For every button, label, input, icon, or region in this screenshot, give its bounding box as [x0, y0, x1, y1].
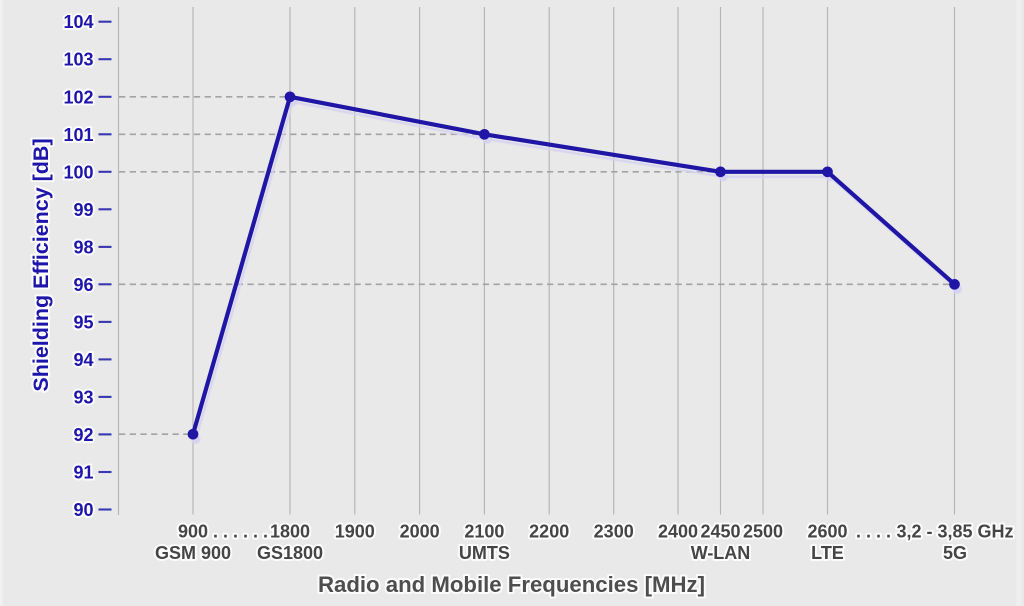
- svg-text:103: 103: [63, 50, 93, 70]
- svg-text:3,2 - 3,85 GHz: 3,2 - 3,85 GHz: [896, 522, 1013, 542]
- svg-text:1900: 1900: [335, 522, 375, 542]
- svg-text:2450: 2450: [700, 522, 740, 542]
- svg-text:96: 96: [73, 275, 93, 295]
- svg-text:5G: 5G: [943, 543, 967, 563]
- svg-text:1800: 1800: [270, 522, 310, 542]
- svg-text:102: 102: [63, 87, 93, 107]
- svg-text:2200: 2200: [529, 522, 569, 542]
- svg-text:90: 90: [73, 500, 93, 520]
- svg-text:2300: 2300: [594, 522, 634, 542]
- svg-text:104: 104: [63, 12, 93, 32]
- svg-text:GS1800: GS1800: [257, 543, 323, 563]
- svg-text:2000: 2000: [400, 522, 440, 542]
- svg-text:95: 95: [73, 312, 93, 332]
- svg-text:900: 900: [178, 522, 208, 542]
- svg-text:100: 100: [63, 162, 93, 182]
- svg-text:. . . . . .: . . . . . .: [213, 522, 268, 542]
- svg-text:99: 99: [73, 200, 93, 220]
- svg-text:GSM 900: GSM 900: [155, 543, 231, 563]
- svg-text:91: 91: [73, 463, 93, 483]
- svg-text:92: 92: [73, 425, 93, 445]
- svg-text:93: 93: [73, 387, 93, 407]
- svg-text:Radio and Mobile Frequencies [: Radio and Mobile Frequencies [MHz]: [318, 572, 705, 597]
- svg-text:2600: 2600: [807, 522, 847, 542]
- svg-text:94: 94: [73, 350, 93, 370]
- svg-text:. . . .: . . . .: [856, 522, 891, 542]
- svg-text:2400: 2400: [658, 522, 698, 542]
- svg-text:UMTS: UMTS: [459, 543, 510, 563]
- svg-text:98: 98: [73, 237, 93, 257]
- svg-text:2500: 2500: [743, 522, 783, 542]
- svg-text:W-LAN: W-LAN: [691, 543, 751, 563]
- svg-text:Shielding Efficiency [dB]: Shielding Efficiency [dB]: [29, 138, 53, 391]
- svg-text:101: 101: [63, 125, 93, 145]
- svg-text:LTE: LTE: [811, 543, 844, 563]
- svg-text:2100: 2100: [464, 522, 504, 542]
